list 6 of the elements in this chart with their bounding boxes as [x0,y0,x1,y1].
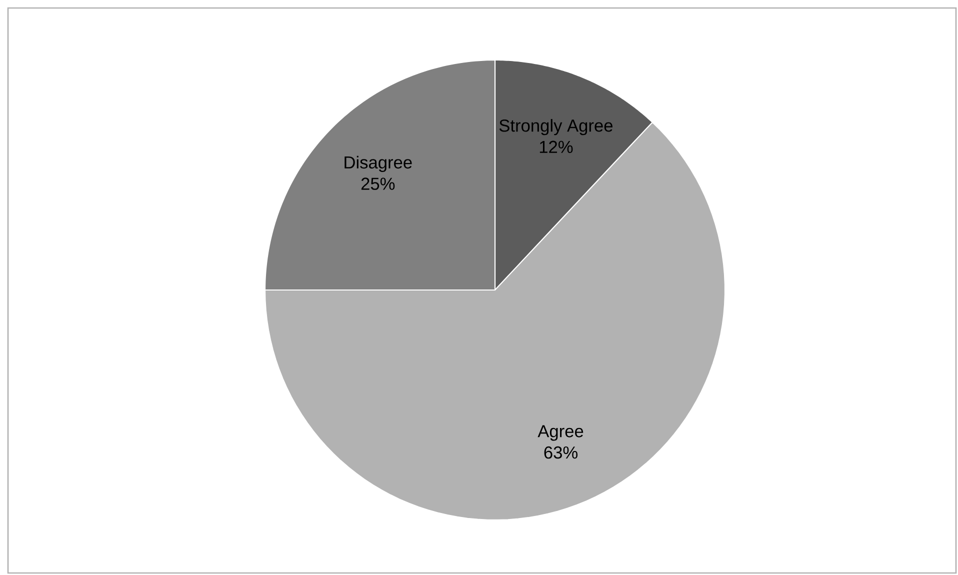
data-label: 12% [540,140,573,154]
slice-label: Strongly Agree [499,119,612,136]
data-label: 63% [544,446,578,459]
data-label: 25% [361,178,395,190]
slice-label: Disagree [344,156,412,172]
slice-label: Agree [538,425,584,441]
